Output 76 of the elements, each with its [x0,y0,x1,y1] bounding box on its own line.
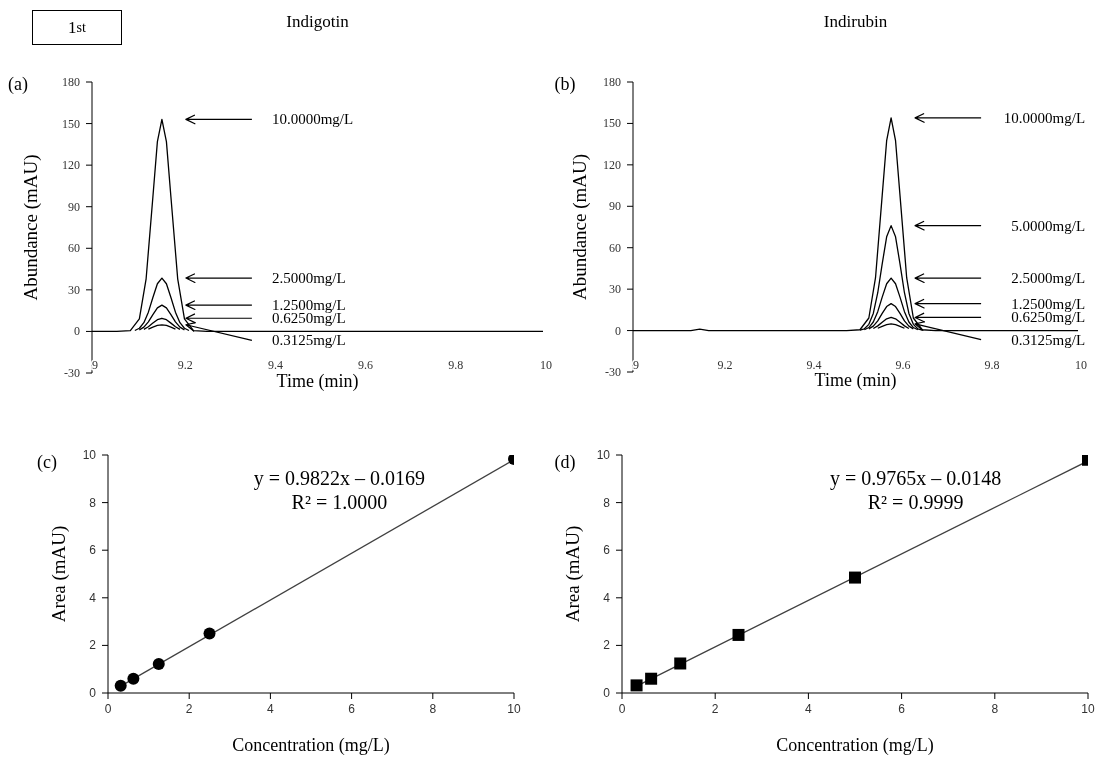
x-tick-label: 2 [711,702,719,716]
y-tick-label: 180 [603,75,621,89]
y-tick-label: 6 [89,543,97,558]
y-tick-label: 0 [615,323,621,338]
x-tick-label: 10 [1081,702,1095,716]
y-tick-label: 150 [603,116,621,131]
y-tick-label: 0 [74,324,80,339]
y-tick-label: 30 [68,282,80,297]
y-tick-label: 120 [62,158,80,173]
y-tick-label: 4 [603,590,611,605]
y-tick-label: 4 [89,590,97,605]
x-tick-label: 9.6 [358,358,374,373]
x-tick-label: 9.8 [984,357,1000,372]
x-tick-label: 9.6 [895,357,911,372]
x-axis-title: Concentration (mg/L) [232,735,390,756]
y-tick-label: 150 [62,116,80,131]
text: (a) [8,74,28,95]
x-tick-label: 9.8 [448,358,464,373]
text: (d) [554,452,576,473]
y-tick-label: 6 [603,543,611,558]
legend-label: 0.3125mg/L [1011,331,1086,348]
legend-label: 10.0000mg/L [1003,109,1086,126]
text: (b) [554,74,576,95]
x-tick-label: 0 [104,702,112,716]
y-axis-title: Abundance (mAU) [568,153,591,301]
y-tick-label: 60 [609,240,621,255]
annotation: y = 0.9765x – 0.0148 [829,467,1002,490]
x-tick-label: 9.2 [717,357,733,372]
x-tick-label: 2 [185,702,193,716]
legend-label: 2.5000mg/L [271,270,346,287]
text: (c) [37,452,57,473]
chart-title: Indigotin [286,12,350,31]
y-axis-title: Abundance (mAU) [19,154,42,301]
y-tick-label: 90 [609,199,621,214]
x-tick-label: 4 [805,702,813,716]
y-tick-label: 120 [603,157,621,172]
x-tick-label: 6 [898,702,906,716]
y-tick-label: 180 [62,75,80,89]
x-axis-title: Time (min) [276,371,359,392]
x-tick-label: 9.2 [177,358,193,373]
y-tick-label: 90 [68,199,80,214]
x-tick-label: 6 [348,702,356,716]
chart-title: Indirubin [823,12,888,31]
legend-label: 10.0000mg/L [271,111,354,128]
y-tick-label: 30 [609,282,621,297]
annotation: R² = 1.0000 [291,491,388,513]
x-tick-label: 9.4 [267,358,283,373]
y-axis-title: Area (mAU) [47,525,70,623]
x-axis-title: Concentration (mg/L) [776,735,934,756]
x-tick-label: 10 [1075,357,1087,372]
legend-label: 2.5000mg/L [1011,270,1086,287]
y-tick-label: -30 [605,365,621,379]
x-tick-label: 8 [429,702,437,716]
legend-label: 0.3125mg/L [271,332,346,349]
y-tick-label: 10 [82,448,97,462]
y-tick-label: 60 [68,241,80,256]
y-tick-label: 0 [603,686,611,700]
x-tick-label: 8 [991,702,999,716]
y-tick-label: 10 [596,448,611,462]
x-tick-label: 9.4 [806,357,822,372]
y-tick-label: 8 [603,495,611,510]
legend-label: 1.2500mg/L [271,297,346,314]
y-axis-title: Area (mAU) [561,525,584,623]
x-tick-label: 10 [540,358,552,373]
y-tick-label: 2 [603,638,611,653]
legend-label: 5.0000mg/L [1011,217,1086,234]
y-tick-label: -30 [64,366,80,380]
x-tick-label: 10 [507,702,521,716]
annotation: y = 0.9822x – 0.0169 [253,467,426,490]
annotation: R² = 0.9999 [867,491,964,513]
x-axis-title: Time (min) [814,370,897,391]
legend-label: 1.2500mg/L [1011,295,1086,312]
y-tick-label: 8 [89,495,97,510]
x-tick-label: 4 [267,702,275,716]
y-tick-label: 2 [89,638,97,653]
y-tick-label: 0 [89,686,97,700]
